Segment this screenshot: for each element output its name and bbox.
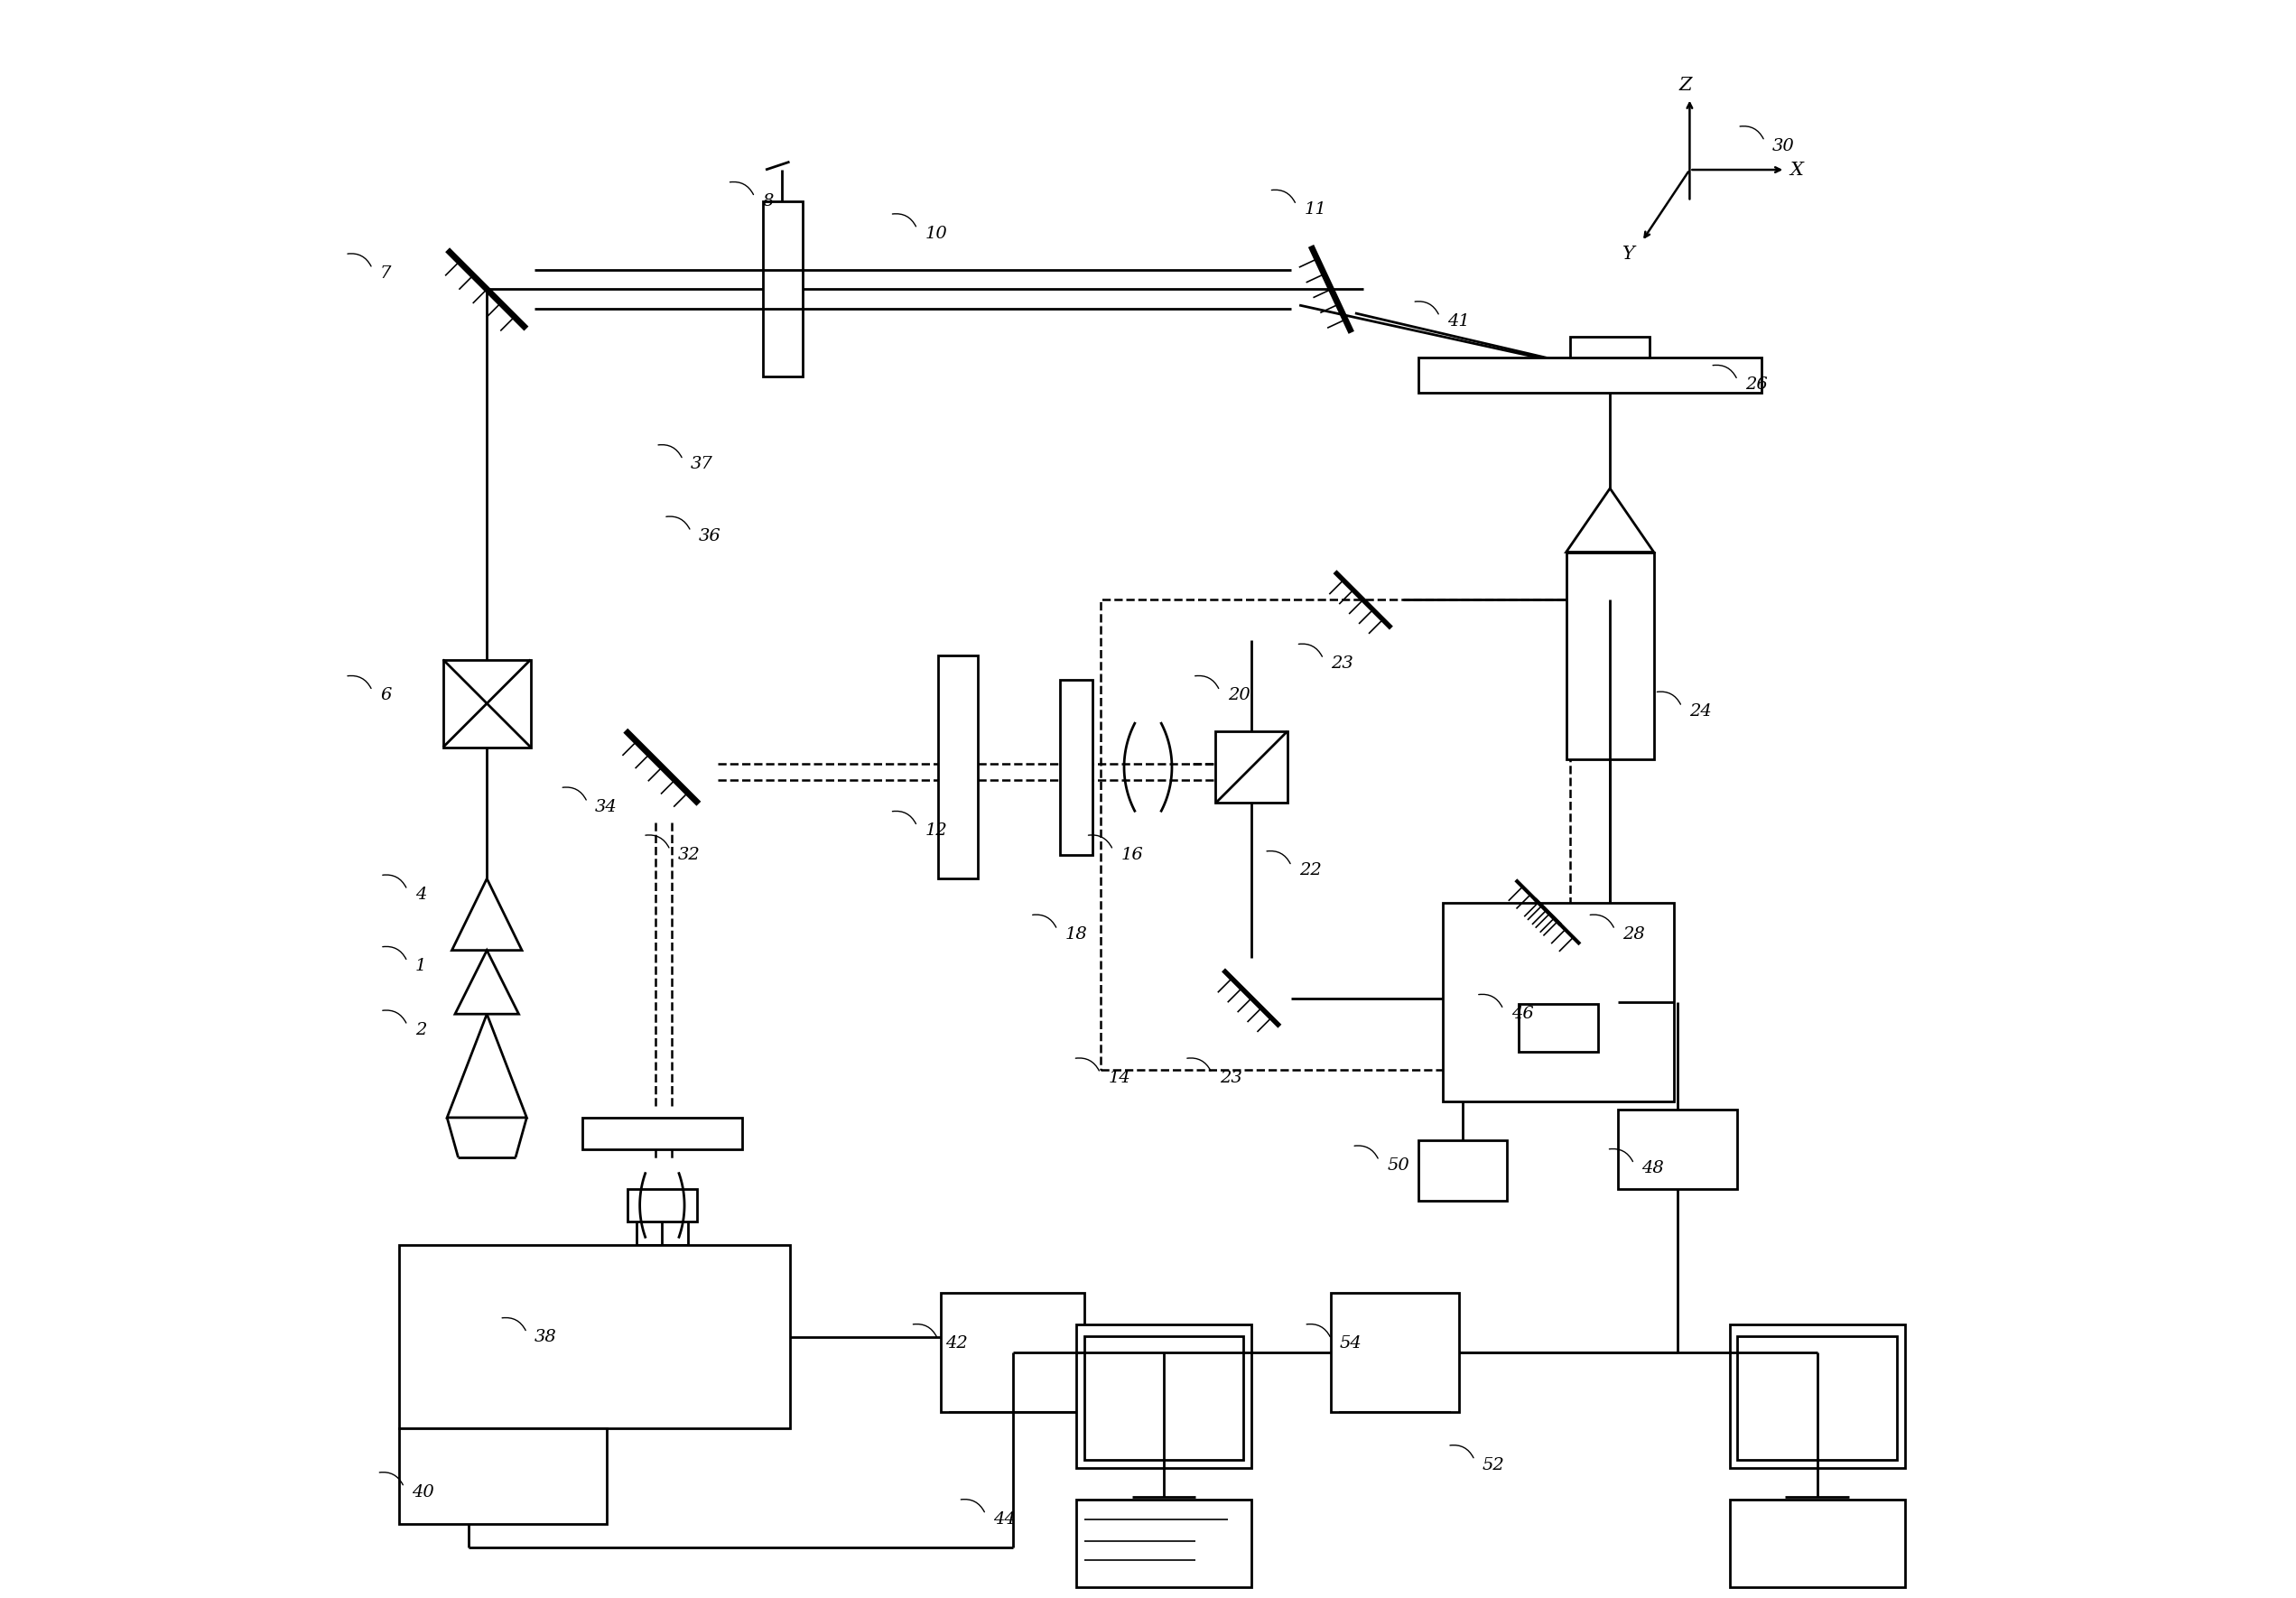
- Text: 12: 12: [925, 823, 948, 839]
- Text: 38: 38: [535, 1330, 558, 1346]
- Bar: [941, 1293, 1084, 1413]
- Polygon shape: [1566, 489, 1653, 551]
- Text: 8: 8: [762, 193, 774, 209]
- Text: Z: Z: [1678, 77, 1692, 94]
- Text: Y: Y: [1623, 246, 1635, 262]
- Bar: [400, 1245, 790, 1429]
- Text: 48: 48: [1642, 1160, 1665, 1176]
- Text: 24: 24: [1690, 703, 1713, 719]
- Text: 1: 1: [416, 959, 427, 975]
- Bar: [1566, 551, 1653, 759]
- Bar: [443, 660, 530, 748]
- Bar: [1100, 599, 1570, 1069]
- Bar: [1077, 1325, 1251, 1469]
- Text: 36: 36: [698, 527, 721, 545]
- Bar: [1570, 337, 1651, 358]
- Bar: [1442, 903, 1674, 1101]
- Text: 20: 20: [1228, 687, 1249, 703]
- Bar: [583, 1117, 742, 1149]
- Text: 6: 6: [381, 687, 390, 703]
- Text: 40: 40: [411, 1485, 434, 1501]
- Text: 7: 7: [381, 265, 390, 281]
- Text: 10: 10: [925, 225, 948, 241]
- Bar: [937, 655, 978, 879]
- Bar: [627, 1189, 698, 1221]
- Text: 54: 54: [1339, 1336, 1362, 1352]
- Text: X: X: [1791, 161, 1802, 179]
- Text: 16: 16: [1120, 847, 1143, 863]
- Bar: [1518, 1004, 1598, 1051]
- Bar: [1729, 1325, 1906, 1469]
- Text: 26: 26: [1745, 377, 1768, 393]
- Bar: [400, 1429, 606, 1524]
- Text: 52: 52: [1483, 1457, 1504, 1473]
- Text: 37: 37: [691, 457, 714, 473]
- Bar: [1619, 1109, 1738, 1189]
- Text: 28: 28: [1623, 927, 1644, 943]
- Text: 42: 42: [946, 1336, 969, 1352]
- Bar: [1738, 1336, 1896, 1461]
- Bar: [762, 201, 801, 377]
- Text: 2: 2: [416, 1021, 427, 1039]
- Bar: [1419, 358, 1761, 393]
- Text: 18: 18: [1065, 927, 1088, 943]
- Bar: [1332, 1293, 1458, 1413]
- Text: 46: 46: [1511, 1005, 1534, 1023]
- Text: 14: 14: [1109, 1069, 1130, 1087]
- Bar: [1061, 679, 1093, 855]
- Text: 50: 50: [1387, 1157, 1410, 1173]
- Text: 32: 32: [677, 847, 700, 863]
- Bar: [1077, 1501, 1251, 1587]
- Text: 30: 30: [1773, 137, 1795, 153]
- Bar: [1084, 1336, 1244, 1461]
- Text: 23: 23: [1219, 1069, 1242, 1087]
- Bar: [1419, 1139, 1506, 1200]
- Text: 34: 34: [595, 799, 618, 815]
- Text: 4: 4: [416, 887, 427, 903]
- Text: 11: 11: [1304, 201, 1327, 217]
- Text: 41: 41: [1446, 313, 1469, 329]
- Text: 22: 22: [1300, 863, 1322, 879]
- Bar: [1215, 732, 1288, 802]
- Bar: [1729, 1501, 1906, 1587]
- Text: 23: 23: [1332, 655, 1355, 671]
- Text: 44: 44: [994, 1510, 1015, 1528]
